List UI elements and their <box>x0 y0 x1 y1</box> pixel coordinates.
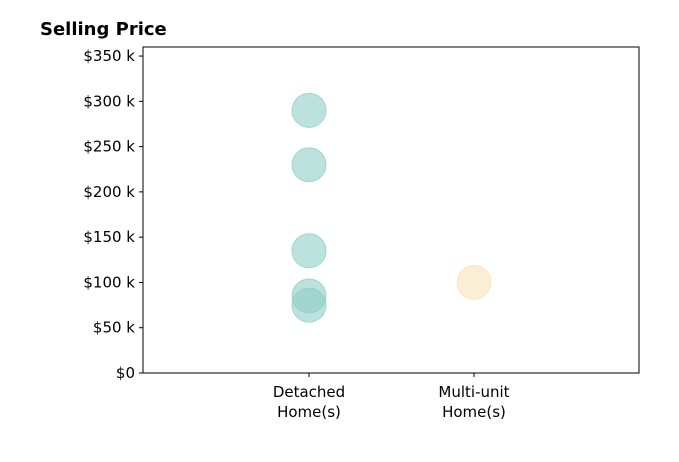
chart-title: Selling Price <box>40 19 167 40</box>
y-tick-label: $150 k <box>83 228 135 246</box>
x-tick-label: Detached Home(s) <box>273 383 345 421</box>
y-tick-label: $300 k <box>83 92 135 110</box>
y-tick-label: $200 k <box>83 183 135 201</box>
y-tick-label: $250 k <box>83 138 135 156</box>
data-point <box>291 287 327 323</box>
y-tick-label: $350 k <box>83 47 135 65</box>
y-tick-label: $100 k <box>83 273 135 291</box>
data-point <box>456 264 492 300</box>
y-tick-label: $0 <box>116 364 135 382</box>
data-point <box>291 147 327 183</box>
y-tick-label: $50 k <box>93 319 135 337</box>
data-points <box>291 92 492 323</box>
data-point <box>291 92 327 128</box>
x-axis: Detached Home(s) Multi-unit Home(s) <box>273 373 510 421</box>
x-tick-label: Multi-unit Home(s) <box>438 383 509 421</box>
data-point <box>291 233 327 269</box>
y-axis: $0 $50 k $100 k $150 k $200 k $250 k $300 k $35… <box>83 47 143 382</box>
plot-frame <box>142 46 640 374</box>
